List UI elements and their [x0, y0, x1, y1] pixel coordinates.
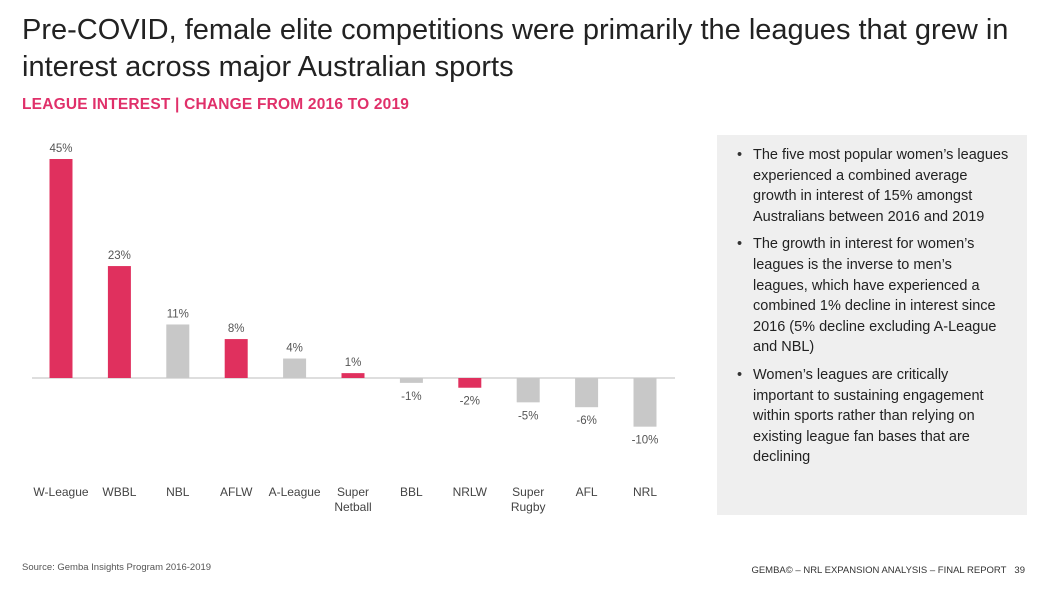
value-label: 11% — [167, 308, 189, 320]
bar-bbl — [399, 378, 423, 383]
bar-nrlw — [458, 378, 482, 388]
value-label: -5% — [518, 410, 538, 422]
value-label: -10% — [632, 435, 659, 447]
bar-wbbl — [107, 266, 131, 378]
value-label: -1% — [401, 391, 421, 403]
source-note: Source: Gemba Insights Program 2016-2019 — [22, 562, 212, 573]
category-label: AFL — [576, 485, 598, 499]
page-number: 39 — [1014, 565, 1025, 576]
insights-list: The five most popular women’s leagues ex… — [735, 145, 1009, 468]
category-label: NBL — [166, 485, 190, 499]
report-footer: GEMBA© – NRL EXPANSION ANALYSIS – FINAL … — [751, 565, 1025, 576]
insight-bullet: The five most popular women’s leagues ex… — [737, 145, 1009, 227]
value-label: 8% — [228, 323, 245, 335]
bar-a-league — [283, 358, 307, 378]
category-label: NRLW — [453, 485, 488, 499]
value-label: 4% — [286, 343, 303, 355]
bar-super-rugby — [516, 378, 540, 403]
value-label: 23% — [108, 250, 131, 262]
category-label: Super Netball — [334, 485, 371, 514]
bar-aflw — [224, 339, 248, 378]
value-label: 45% — [49, 143, 72, 155]
bar-w-league — [49, 159, 73, 378]
bar-nbl — [166, 324, 190, 378]
category-label: BBL — [400, 485, 423, 499]
chart-subtitle: LEAGUE INTEREST | CHANGE FROM 2016 TO 20… — [22, 96, 410, 113]
insights-panel: The five most popular women’s leagues ex… — [717, 135, 1027, 515]
bar-chart: 45% 23% 11% 8% 4% 1% -1% -2% -5% -6% -10% W-League… — [32, 143, 675, 514]
category-label: AFLW — [220, 485, 253, 499]
insight-bullet: The growth in interest for women’s leagu… — [737, 234, 1009, 358]
value-label: -6% — [576, 415, 596, 427]
value-label: -2% — [460, 396, 480, 408]
bar-super-netball — [341, 373, 365, 378]
page-title: Pre-COVID, female elite competitions wer… — [22, 14, 1009, 83]
value-label: 1% — [345, 357, 362, 369]
category-label: NRL — [633, 485, 657, 499]
report-name: GEMBA© – NRL EXPANSION ANALYSIS – FINAL … — [751, 565, 1007, 576]
category-label: A-League — [269, 485, 321, 499]
category-label: Super Rugby — [511, 485, 546, 514]
category-label: WBBL — [102, 485, 136, 499]
bar-afl — [575, 378, 599, 408]
bar-nrl — [633, 378, 657, 427]
category-label: W-League — [33, 485, 88, 499]
insight-bullet: Women’s leagues are critically important… — [737, 365, 1009, 468]
